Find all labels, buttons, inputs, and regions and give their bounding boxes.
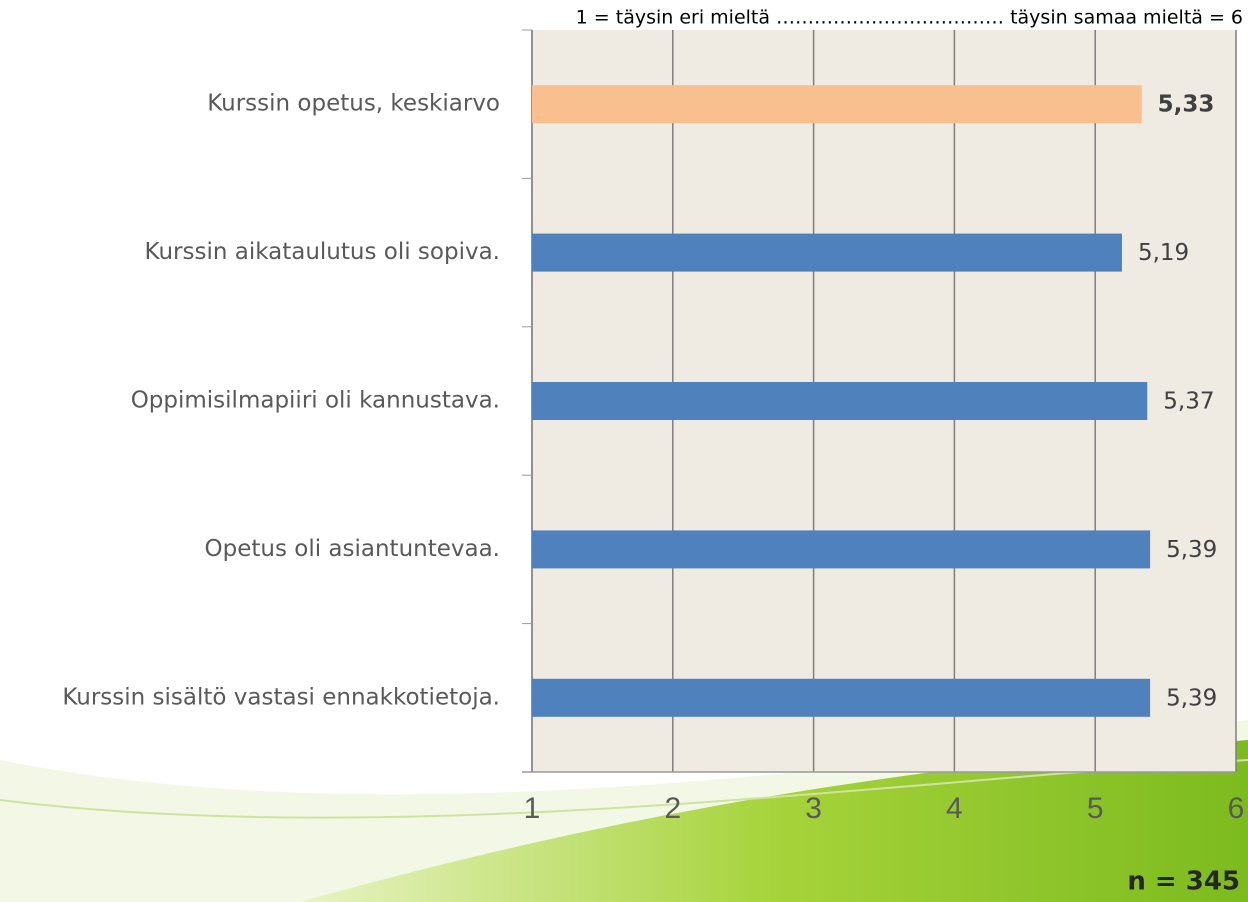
x-tick-label: 5: [1087, 792, 1104, 825]
x-tick-label: 4: [946, 792, 963, 825]
bar: [532, 233, 1122, 272]
x-tick-label: 6: [1228, 792, 1245, 825]
value-label: 5,19: [1138, 240, 1189, 266]
bar: [532, 678, 1151, 717]
bar: [532, 85, 1142, 124]
category-label: Opetus oli asiantuntevaa.: [205, 536, 501, 562]
subtitle: 1 = täysin eri mieltä ……………………………… täysi…: [576, 7, 1243, 29]
background-swoosh: [300, 740, 1248, 902]
value-label: 5,39: [1166, 537, 1217, 563]
category-label: Kurssin sisältö vastasi ennakkotietoja.: [62, 684, 500, 710]
bar: [532, 530, 1151, 569]
value-label: 5,39: [1166, 685, 1217, 711]
bar: [532, 382, 1148, 420]
x-tick-label: 1: [524, 792, 541, 825]
x-tick-label: 3: [805, 792, 822, 825]
category-label: Kurssin aikataulutus oli sopiva.: [145, 239, 500, 265]
annotation: n = 345: [1127, 867, 1240, 897]
value-label: 5,37: [1163, 389, 1214, 415]
category-label: Kurssin opetus, keskiarvo: [207, 91, 500, 117]
x-tick-label: 2: [664, 792, 681, 825]
category-label: Oppimisilmapiiri oli kannustava.: [131, 388, 500, 414]
value-label: 5,33: [1158, 92, 1215, 118]
